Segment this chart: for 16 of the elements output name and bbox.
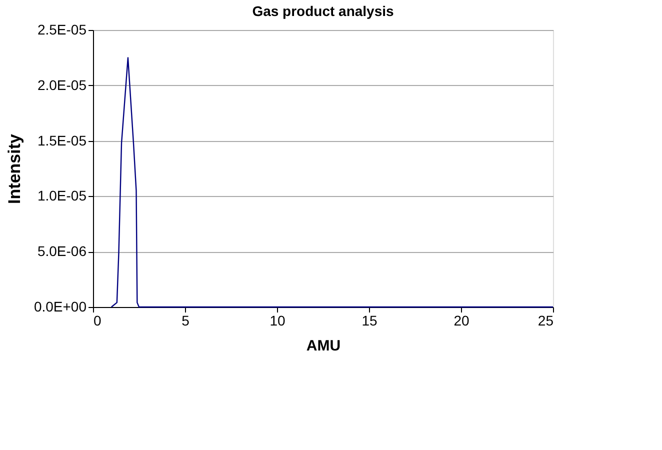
y-tick-label: 0.0E+00 [34, 298, 87, 314]
x-axis-title: AMU [306, 338, 341, 354]
x-tick-label: 10 [270, 312, 286, 328]
y-tick-label: 2.0E-05 [37, 76, 87, 93]
y-axis-title: Intensity [4, 134, 24, 204]
y-tick-label: 1.5E-05 [37, 132, 87, 148]
x-tick-label: 0 [94, 312, 102, 328]
x-tick-label: 25 [538, 312, 554, 328]
x-tick-label: 20 [454, 312, 470, 328]
y-tick-label: 1.0E-05 [37, 188, 87, 204]
y-tick-label: 2.5E-05 [37, 22, 87, 38]
line-series [110, 57, 554, 308]
chart-title: Gas product analysis [252, 3, 394, 19]
x-tick-label: 5 [182, 312, 190, 328]
y-tick-label: 5.0E-06 [37, 243, 87, 260]
x-tick-label: 15 [362, 312, 378, 328]
